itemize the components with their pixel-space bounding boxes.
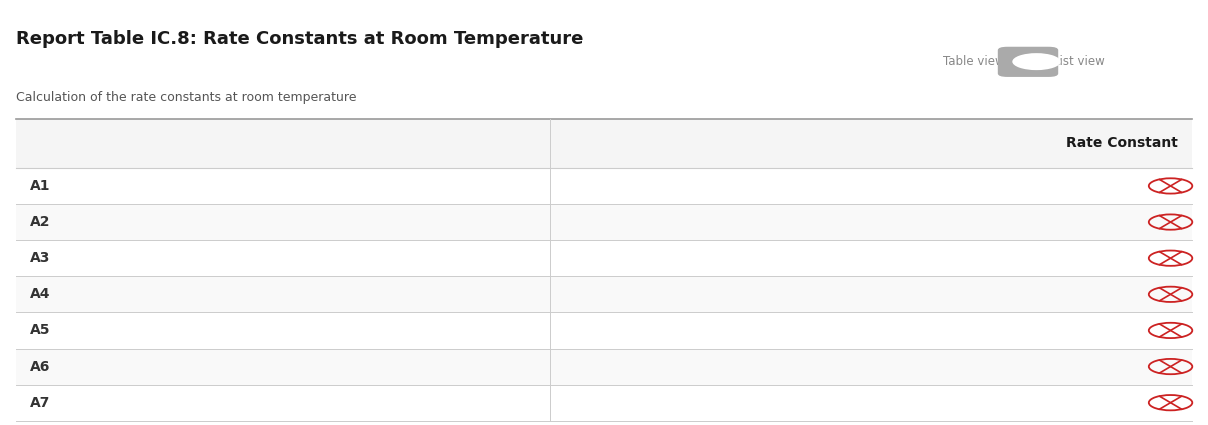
FancyBboxPatch shape [16, 312, 1192, 348]
Text: A2: A2 [30, 215, 51, 229]
Circle shape [1012, 53, 1061, 70]
Text: Calculation of the rate constants at room temperature: Calculation of the rate constants at roo… [16, 91, 356, 105]
Text: A7: A7 [30, 396, 51, 410]
FancyBboxPatch shape [16, 385, 1192, 421]
FancyBboxPatch shape [16, 204, 1192, 240]
Text: Table view: Table view [943, 55, 1005, 68]
Text: A5: A5 [30, 323, 51, 337]
Text: Rate Constant: Rate Constant [1065, 136, 1178, 150]
Text: Report Table IC.8: Rate Constants at Room Temperature: Report Table IC.8: Rate Constants at Roo… [16, 30, 583, 48]
Text: A1: A1 [30, 179, 51, 193]
FancyBboxPatch shape [16, 348, 1192, 385]
Text: List view: List view [1053, 55, 1105, 68]
FancyBboxPatch shape [998, 47, 1058, 77]
Text: A3: A3 [30, 251, 51, 265]
FancyBboxPatch shape [16, 119, 1192, 168]
FancyBboxPatch shape [16, 240, 1192, 276]
Text: A4: A4 [30, 287, 51, 301]
FancyBboxPatch shape [16, 276, 1192, 312]
Text: A6: A6 [30, 360, 51, 374]
FancyBboxPatch shape [16, 168, 1192, 204]
